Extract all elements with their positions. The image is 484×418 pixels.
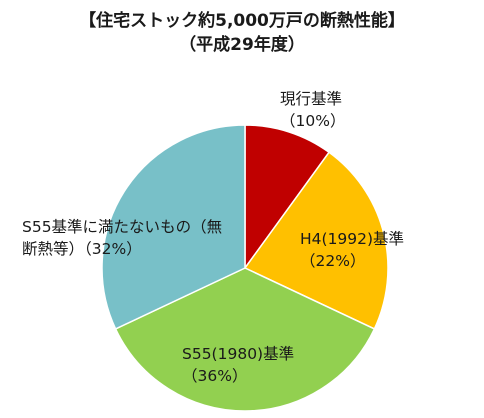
category-label: 現行基準: [280, 90, 343, 108]
slice-label: S55基準に満たないもの（無断熱等）（32%）: [22, 216, 237, 260]
chart-title: 【住宅ストック約5,000万戸の断熱性能】: [79, 11, 405, 31]
slice-label: 現行基準 （10%）: [280, 88, 400, 132]
value-label: （32%）: [84, 240, 142, 258]
pie-slice: [101, 124, 246, 330]
category-label: H4(1992)基準: [300, 230, 405, 248]
value-label: （10%）: [280, 112, 346, 130]
category-label: S55(1980)基準: [182, 345, 295, 363]
chart-subtitle: （平成29年度）: [179, 35, 305, 55]
category-label: S55基準に満たないもの（無断熱等）: [22, 218, 223, 258]
slice-label: H4(1992)基準 （22%）: [300, 228, 460, 272]
pie-slice: [114, 267, 376, 412]
value-label: （22%）: [300, 252, 366, 270]
value-label: （36%）: [182, 367, 248, 385]
slice-label: S55(1980)基準 （36%）: [182, 343, 342, 387]
pie-slice: [244, 124, 331, 271]
